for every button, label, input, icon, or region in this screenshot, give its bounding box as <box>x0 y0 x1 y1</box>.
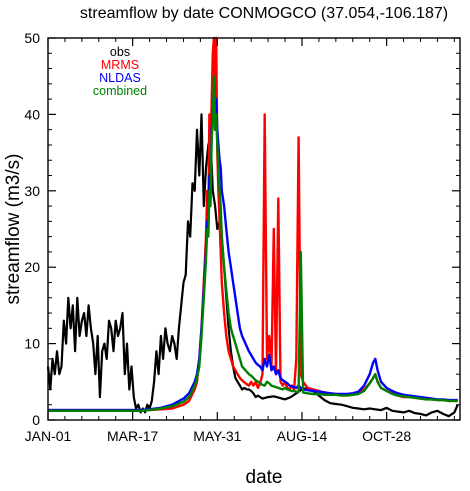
y-tick-label: 40 <box>24 106 40 122</box>
x-tick-label: AUG-14 <box>277 428 328 444</box>
x-axis-ticks: JAN-01 MAR-17 MAY-31 AUG-14 OCT-28 <box>25 38 455 444</box>
y-axis-ticks: 0 10 20 30 40 50 <box>24 30 460 428</box>
legend-item-obs: obs <box>110 45 130 59</box>
legend-item-mrms: MRMS <box>101 58 139 72</box>
y-tick-label: 0 <box>32 412 40 428</box>
y-tick-label: 50 <box>24 30 40 46</box>
series-line-combined <box>48 74 458 412</box>
legend-item-nldas: NLDAS <box>99 71 141 85</box>
plot-frame <box>47 37 461 421</box>
x-tick-label: MAR-17 <box>107 428 159 444</box>
x-tick-label: JAN-01 <box>25 428 72 444</box>
x-axis-label: date <box>246 467 283 488</box>
series-line-obs <box>46 113 459 418</box>
chart-title: streamflow by date CONMOGCO (37.054,-106… <box>80 5 448 22</box>
x-tick-label: MAY-31 <box>193 428 241 444</box>
y-tick-label: 30 <box>24 183 40 199</box>
y-axis-label: streamflow (m3/s) <box>3 154 24 305</box>
x-tick-label: OCT-28 <box>362 428 411 444</box>
y-tick-label: 20 <box>24 259 40 275</box>
series-line-nldas <box>48 82 458 412</box>
legend-item-combined: combined <box>93 84 147 98</box>
series-layer <box>46 36 459 418</box>
y-tick-label: 10 <box>24 336 40 352</box>
